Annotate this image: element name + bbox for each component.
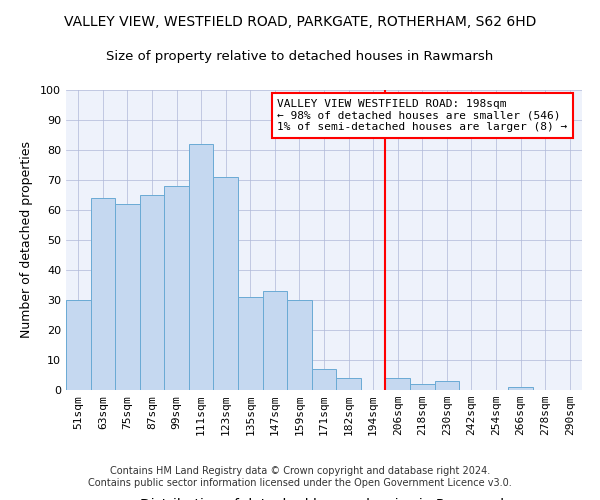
Bar (164, 186, 189, 390)
Bar (140, 195, 164, 390)
Bar (508, 387, 533, 390)
Bar (312, 369, 336, 390)
Bar (385, 378, 410, 390)
Bar (91, 198, 115, 390)
Bar (287, 300, 312, 390)
Bar (263, 291, 287, 390)
Bar (434, 381, 459, 390)
Bar (189, 144, 214, 390)
Bar (336, 378, 361, 390)
Bar (214, 177, 238, 390)
Bar (238, 297, 263, 390)
Text: Contains HM Land Registry data © Crown copyright and database right 2024.
Contai: Contains HM Land Registry data © Crown c… (88, 466, 512, 487)
Text: Size of property relative to detached houses in Rawmarsh: Size of property relative to detached ho… (106, 50, 494, 63)
Text: VALLEY VIEW WESTFIELD ROAD: 198sqm
← 98% of detached houses are smaller (546)
1%: VALLEY VIEW WESTFIELD ROAD: 198sqm ← 98%… (277, 99, 568, 132)
Bar (66, 300, 91, 390)
Y-axis label: Number of detached properties: Number of detached properties (20, 142, 33, 338)
X-axis label: Distribution of detached houses by size in Rawmarsh: Distribution of detached houses by size … (139, 498, 509, 500)
Bar (410, 384, 434, 390)
Bar (115, 204, 140, 390)
Text: VALLEY VIEW, WESTFIELD ROAD, PARKGATE, ROTHERHAM, S62 6HD: VALLEY VIEW, WESTFIELD ROAD, PARKGATE, R… (64, 15, 536, 29)
